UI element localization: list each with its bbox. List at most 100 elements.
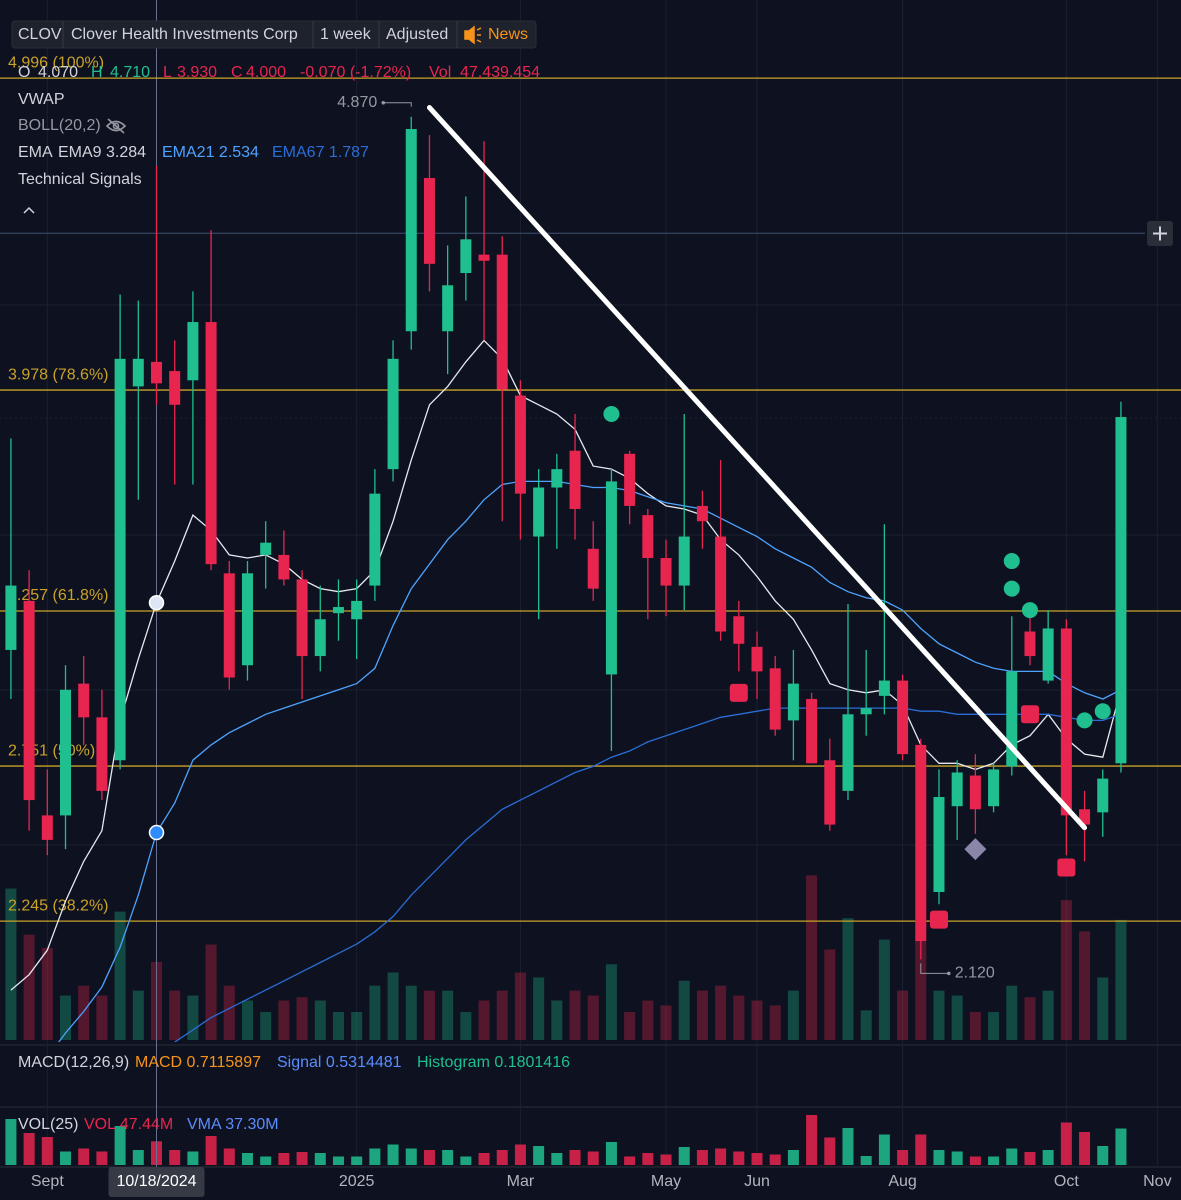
volume-bar: [278, 1000, 290, 1040]
news-icon: [464, 25, 482, 45]
annotation-label: 4.870: [337, 94, 377, 111]
technical-signals[interactable]: Technical Signals: [18, 171, 142, 188]
candle-body: [605, 481, 617, 675]
volume-bar: [132, 990, 144, 1040]
macd-legend: MACD(12,26,9) MACD 0.7115897 Signal 0.53…: [18, 1054, 570, 1071]
adjustment[interactable]: Adjusted: [386, 26, 448, 43]
candle-body: [423, 178, 435, 264]
vol-pane-bar: [951, 1151, 963, 1165]
crosshair-point: [148, 594, 165, 611]
signal-square: [1057, 858, 1076, 877]
level-label: 3.978 (78.6%): [8, 366, 109, 383]
volume-bar: [369, 985, 381, 1040]
vma-value: VMA 37.30M: [187, 1116, 279, 1133]
symbol: CLOV: [18, 26, 62, 43]
volume-bar: [241, 1000, 253, 1040]
candle-body: [169, 371, 181, 405]
vol-pane-bar: [533, 1146, 545, 1165]
candle-body: [787, 683, 799, 721]
pupil: [112, 122, 120, 130]
volume-bar: [787, 990, 799, 1040]
vol-pane-bar: [314, 1153, 326, 1165]
signal-circle: [1076, 712, 1093, 729]
signal-diamond: [964, 838, 987, 861]
vol-pane-bar: [1079, 1132, 1091, 1165]
front-layer: Sept 2025 Mar May Jun Aug Oct Nov 4.870 2.120 10/1…: [31, 94, 1172, 1197]
low-label: L: [163, 64, 172, 81]
vwap[interactable]: VWAP: [18, 91, 65, 108]
candle-body: [842, 714, 854, 791]
vol-pane-bar: [915, 1134, 927, 1165]
candle-body: [278, 554, 290, 580]
news[interactable]: News: [488, 26, 528, 43]
close-value: 4.000: [246, 64, 286, 81]
vol-pane-bar: [587, 1151, 599, 1165]
candle-body: [5, 585, 17, 650]
annotation-dot: [946, 971, 951, 976]
interval[interactable]: 1 week: [320, 26, 372, 43]
header-box: [11, 20, 537, 49]
volume-bar: [1060, 900, 1072, 1040]
vol-pane-bar: [678, 1147, 690, 1165]
signal-circle: [603, 405, 620, 422]
vol-pane-bar: [478, 1153, 490, 1165]
volume-bar: [223, 985, 235, 1040]
signal-circle: [1021, 602, 1038, 619]
annotation-label: 2.120: [955, 965, 995, 982]
ema[interactable]: EMA: [18, 144, 53, 161]
legend: O 4.070 H 4.710 L 3.930 C 4.000 -0.070 (…: [18, 64, 540, 214]
volume-bar: [387, 972, 399, 1040]
candle-body: [478, 254, 490, 261]
candle-body: [696, 505, 708, 522]
ema-line: [173, 707, 1122, 1042]
ema21: EMA21 2.534: [162, 144, 259, 161]
ema-line: [58, 480, 1122, 1042]
vol-pane-bar: [114, 1126, 126, 1165]
volume-bar: [733, 995, 745, 1040]
vol-pane-bar: [296, 1152, 308, 1165]
vol-pane-bar: [806, 1115, 818, 1165]
volume-bar: [514, 972, 526, 1040]
volume-bar: [405, 985, 417, 1040]
open-label: O: [18, 64, 30, 81]
candle-body: [442, 285, 454, 332]
vol-pane-bar: [751, 1153, 763, 1165]
candle-body: [1079, 809, 1091, 825]
signal-circle: [1003, 580, 1020, 597]
volume-bar: [824, 949, 836, 1040]
add-button[interactable]: [1147, 221, 1173, 246]
candle-body: [241, 573, 253, 666]
candle-body: [587, 548, 599, 589]
vol-pane-bar: [1060, 1122, 1072, 1165]
volume-bar: [642, 1000, 654, 1040]
level-label: 2.245 (38.2%): [8, 897, 109, 914]
macd-title[interactable]: MACD(12,26,9): [18, 1054, 129, 1071]
volume-bar: [169, 990, 181, 1040]
vol-pane-bar: [1042, 1150, 1054, 1165]
open-value: 4.070: [38, 64, 78, 81]
level-label: 3.257 (61.8%): [8, 587, 109, 604]
candle-body: [715, 536, 727, 632]
vol-pane-bar: [205, 1136, 217, 1165]
hidden-icon[interactable]: [105, 118, 127, 134]
candle-body: [1024, 631, 1036, 657]
vol-pane-bar: [988, 1156, 1000, 1165]
candle-body: [878, 680, 890, 696]
x-tick-label: Nov: [1143, 1173, 1171, 1190]
vol-title[interactable]: VOL(25): [18, 1116, 78, 1133]
volume-bar: [605, 964, 617, 1040]
candle-body: [660, 557, 672, 586]
volume-bar: [660, 1005, 672, 1040]
candle-body: [514, 395, 526, 494]
vol-pane-bar: [496, 1150, 508, 1165]
vol-pane-bar: [5, 1119, 17, 1165]
vol-pane-bar: [278, 1153, 290, 1165]
boll[interactable]: BOLL(20,2): [18, 117, 101, 134]
collapse-icon[interactable]: [23, 206, 35, 214]
vol-pane-bar: [442, 1150, 454, 1165]
candle-body: [114, 358, 126, 761]
vol-pane-bar: [551, 1153, 563, 1165]
volume-bar: [442, 990, 454, 1040]
volume-bar: [933, 990, 945, 1040]
candle-body: [496, 254, 508, 390]
